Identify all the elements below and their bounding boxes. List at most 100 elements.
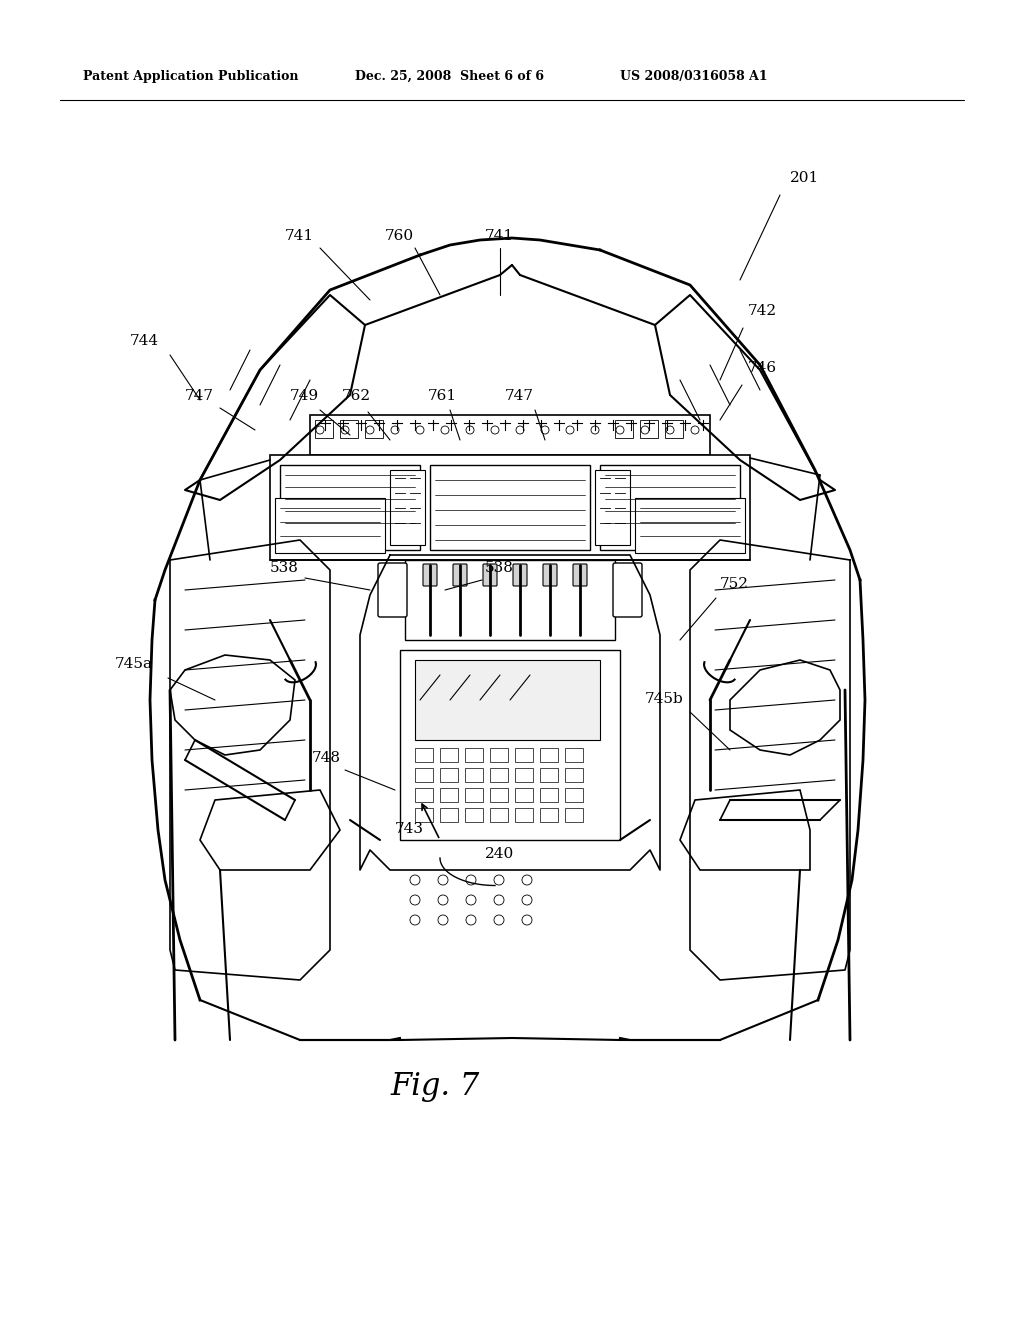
FancyBboxPatch shape [540, 788, 558, 803]
Circle shape [494, 895, 504, 906]
FancyBboxPatch shape [543, 564, 557, 586]
FancyBboxPatch shape [573, 564, 587, 586]
Circle shape [466, 426, 474, 434]
FancyBboxPatch shape [415, 808, 433, 822]
FancyBboxPatch shape [465, 768, 483, 781]
Text: Fig. 7: Fig. 7 [390, 1071, 479, 1102]
Circle shape [366, 426, 374, 434]
FancyBboxPatch shape [415, 788, 433, 803]
Polygon shape [170, 655, 295, 755]
Text: 240: 240 [485, 847, 514, 861]
Text: 538: 538 [485, 561, 514, 576]
Circle shape [541, 426, 549, 434]
FancyBboxPatch shape [406, 560, 615, 640]
FancyBboxPatch shape [465, 788, 483, 803]
FancyBboxPatch shape [465, 808, 483, 822]
Circle shape [666, 426, 674, 434]
FancyBboxPatch shape [565, 768, 583, 781]
Circle shape [441, 426, 449, 434]
FancyBboxPatch shape [340, 420, 358, 438]
Polygon shape [200, 789, 340, 870]
Circle shape [641, 426, 649, 434]
Circle shape [466, 895, 476, 906]
Circle shape [341, 426, 349, 434]
Circle shape [410, 895, 420, 906]
Circle shape [522, 875, 532, 884]
FancyBboxPatch shape [490, 788, 508, 803]
Text: 752: 752 [720, 577, 749, 591]
FancyBboxPatch shape [415, 768, 433, 781]
FancyBboxPatch shape [453, 564, 467, 586]
FancyBboxPatch shape [365, 420, 383, 438]
Text: 749: 749 [290, 389, 319, 403]
FancyBboxPatch shape [565, 808, 583, 822]
FancyBboxPatch shape [430, 465, 590, 550]
FancyBboxPatch shape [400, 649, 620, 840]
Text: 538: 538 [270, 561, 299, 576]
FancyBboxPatch shape [513, 564, 527, 586]
Polygon shape [680, 789, 810, 870]
FancyBboxPatch shape [595, 470, 630, 545]
Text: Dec. 25, 2008  Sheet 6 of 6: Dec. 25, 2008 Sheet 6 of 6 [355, 70, 544, 83]
FancyBboxPatch shape [613, 564, 642, 616]
Circle shape [410, 875, 420, 884]
FancyBboxPatch shape [415, 748, 433, 762]
FancyBboxPatch shape [565, 748, 583, 762]
Text: 745a: 745a [115, 657, 153, 671]
Circle shape [522, 915, 532, 925]
Circle shape [516, 426, 524, 434]
FancyBboxPatch shape [270, 455, 750, 560]
FancyBboxPatch shape [315, 420, 333, 438]
Circle shape [494, 915, 504, 925]
FancyBboxPatch shape [378, 564, 407, 616]
Text: 746: 746 [748, 360, 777, 375]
FancyBboxPatch shape [665, 420, 683, 438]
FancyBboxPatch shape [565, 788, 583, 803]
Text: 747: 747 [185, 389, 214, 403]
Text: 742: 742 [748, 304, 777, 318]
Circle shape [616, 426, 624, 434]
FancyBboxPatch shape [490, 768, 508, 781]
FancyBboxPatch shape [640, 420, 658, 438]
Text: 762: 762 [342, 389, 371, 403]
Text: 760: 760 [385, 228, 414, 243]
FancyBboxPatch shape [280, 465, 420, 550]
FancyBboxPatch shape [540, 808, 558, 822]
FancyBboxPatch shape [515, 788, 534, 803]
FancyBboxPatch shape [635, 498, 745, 553]
Circle shape [438, 875, 449, 884]
Circle shape [466, 915, 476, 925]
Text: 748: 748 [312, 751, 341, 766]
FancyBboxPatch shape [415, 660, 600, 741]
FancyBboxPatch shape [515, 768, 534, 781]
FancyBboxPatch shape [490, 808, 508, 822]
FancyBboxPatch shape [275, 498, 385, 553]
Text: 761: 761 [428, 389, 457, 403]
Circle shape [466, 875, 476, 884]
FancyBboxPatch shape [390, 470, 425, 545]
Text: Patent Application Publication: Patent Application Publication [83, 70, 299, 83]
Circle shape [591, 426, 599, 434]
Text: 744: 744 [130, 334, 159, 348]
FancyBboxPatch shape [440, 768, 458, 781]
FancyBboxPatch shape [310, 414, 710, 455]
Circle shape [316, 426, 324, 434]
Circle shape [391, 426, 399, 434]
FancyBboxPatch shape [490, 748, 508, 762]
FancyBboxPatch shape [515, 808, 534, 822]
Text: 745b: 745b [645, 692, 684, 706]
FancyBboxPatch shape [483, 564, 497, 586]
Text: US 2008/0316058 A1: US 2008/0316058 A1 [620, 70, 768, 83]
FancyBboxPatch shape [423, 564, 437, 586]
FancyBboxPatch shape [465, 748, 483, 762]
Circle shape [691, 426, 699, 434]
Circle shape [494, 875, 504, 884]
FancyBboxPatch shape [440, 748, 458, 762]
Circle shape [416, 426, 424, 434]
Text: 743: 743 [395, 822, 424, 836]
Text: 201: 201 [790, 172, 819, 185]
FancyBboxPatch shape [600, 465, 740, 550]
FancyBboxPatch shape [440, 808, 458, 822]
Text: 747: 747 [505, 389, 534, 403]
Circle shape [522, 895, 532, 906]
